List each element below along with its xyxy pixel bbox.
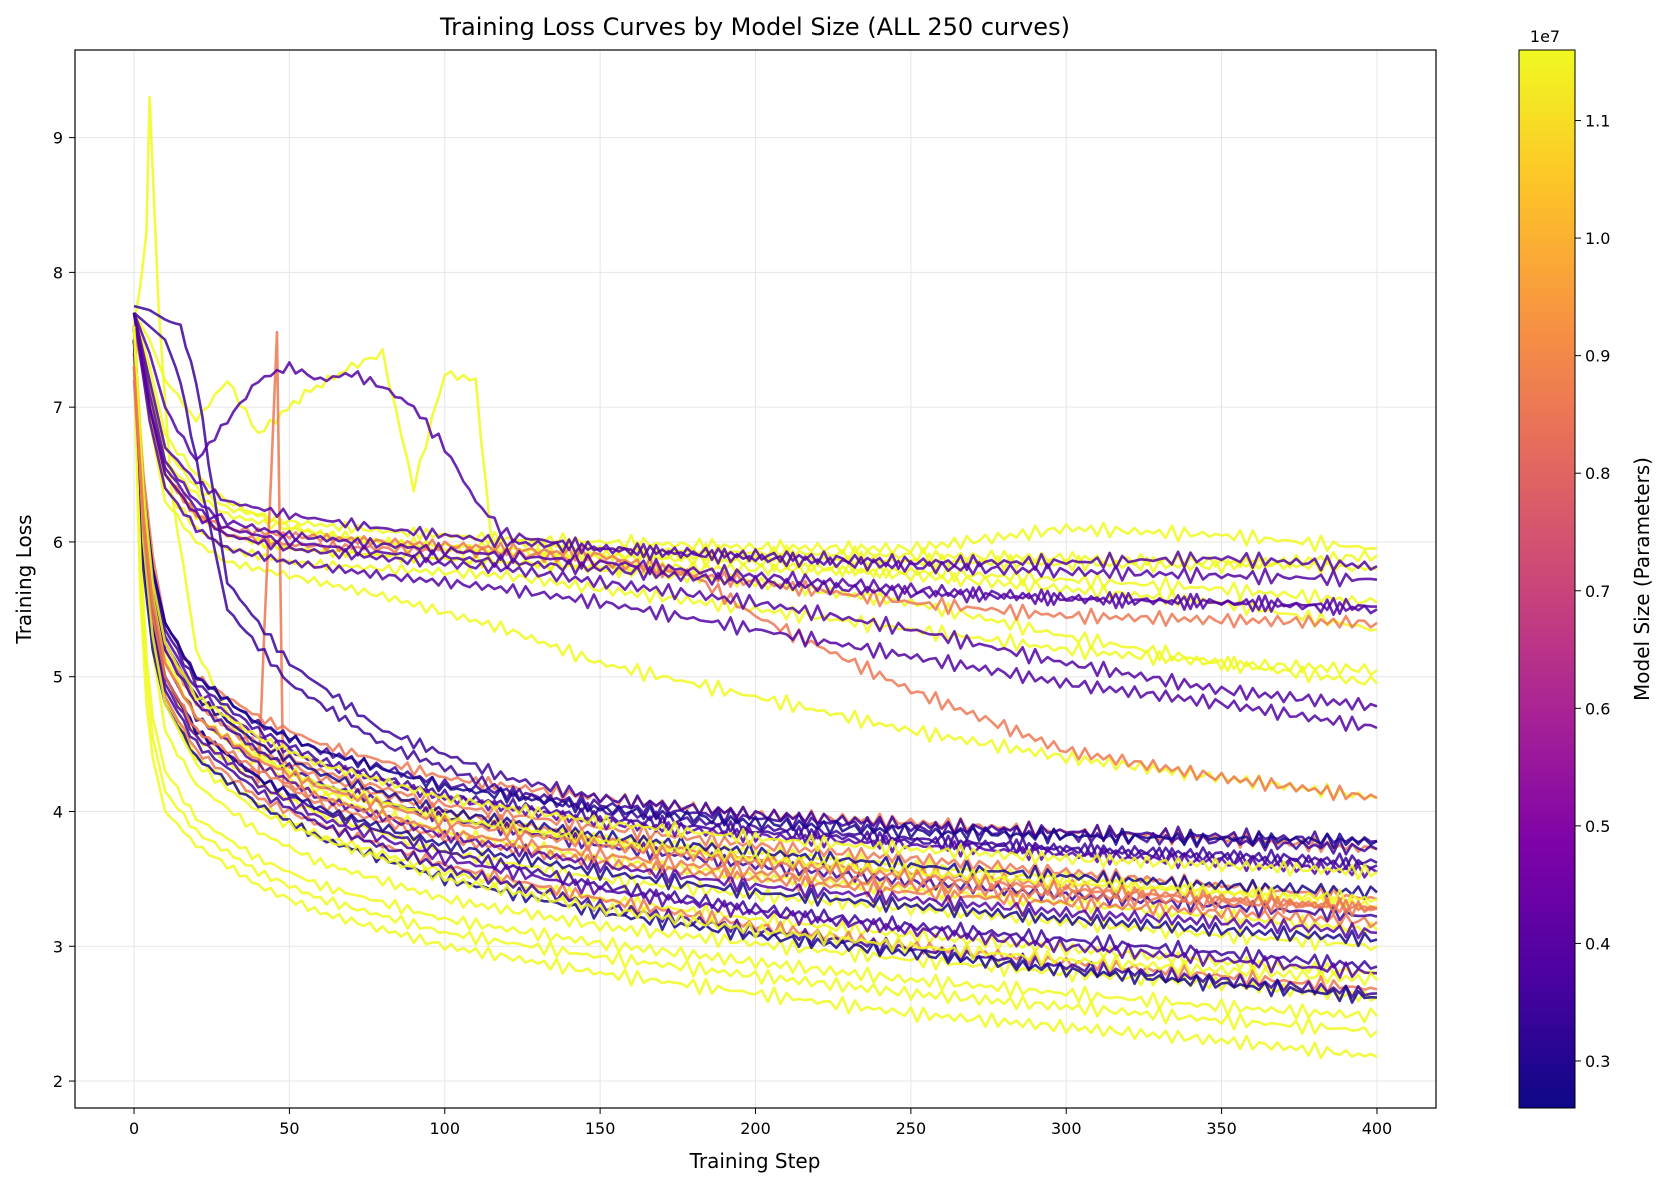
x-tick-label: 250 xyxy=(896,1119,927,1138)
x-axis-ticks: 0 50 100 150 200 250 300 350 400 xyxy=(129,1108,1392,1138)
colorbar-tick-label: 0.5 xyxy=(1585,817,1610,836)
loss-curve xyxy=(132,326,1378,948)
loss-curve xyxy=(132,326,1378,900)
loss-curve xyxy=(132,326,1378,881)
y-axis-ticks: 2 3 4 5 6 7 8 9 xyxy=(53,129,75,1091)
loss-curve xyxy=(132,312,1378,588)
loss-curve xyxy=(132,312,1378,632)
x-tick-label: 50 xyxy=(279,1119,299,1138)
loss-curve xyxy=(132,326,1378,979)
loss-curve xyxy=(132,312,1378,801)
loss-curve xyxy=(132,312,1378,616)
colorbar-tick-label: 0.4 xyxy=(1585,934,1610,953)
y-tick-label: 2 xyxy=(53,1072,63,1091)
x-tick-label: 200 xyxy=(740,1119,771,1138)
y-tick-label: 9 xyxy=(53,129,63,148)
colorbar-offset-text: 1e7 xyxy=(1530,27,1560,46)
loss-curve xyxy=(132,312,1378,677)
loss-curve xyxy=(132,312,1378,712)
loss-curve xyxy=(132,312,1378,732)
colorbar-tick-label: 1.0 xyxy=(1585,229,1610,248)
y-tick-label: 3 xyxy=(53,937,63,956)
y-tick-label: 5 xyxy=(53,668,63,687)
colorbar-tick-label: 0.9 xyxy=(1585,347,1610,366)
colorbar-tick-label: 0.7 xyxy=(1585,582,1610,601)
x-axis-label: Training Step xyxy=(689,1149,821,1173)
loss-curve xyxy=(132,312,1378,572)
loss-curve xyxy=(132,339,1378,971)
colorbar-tick-label: 0.3 xyxy=(1585,1052,1610,1071)
chart-title: Training Loss Curves by Model Size (ALL … xyxy=(439,13,1070,41)
loss-curve xyxy=(132,366,1378,918)
x-tick-label: 150 xyxy=(585,1119,616,1138)
loss-curve xyxy=(132,326,1378,906)
x-tick-label: 400 xyxy=(1362,1119,1393,1138)
loss-curve xyxy=(132,326,1378,879)
loss-curve xyxy=(132,312,1378,606)
loss-curve xyxy=(132,366,1378,915)
y-tick-label: 8 xyxy=(53,263,63,282)
loss-curve xyxy=(132,326,1378,850)
colorbar-tick-label: 0.6 xyxy=(1585,699,1610,718)
x-tick-label: 0 xyxy=(129,1119,139,1138)
x-tick-label: 100 xyxy=(429,1119,460,1138)
x-tick-label: 300 xyxy=(1051,1119,1082,1138)
loss-curve xyxy=(132,339,1379,1024)
colorbar-ticks: 0.3 0.4 0.5 0.6 0.7 0.8 0.9 1.0 1.1 xyxy=(1575,112,1610,1071)
x-tick-label: 350 xyxy=(1206,1119,1237,1138)
loss-curve xyxy=(132,330,1378,929)
y-tick-label: 6 xyxy=(53,533,63,552)
loss-curve xyxy=(132,326,1377,980)
y-axis-label: Training Loss xyxy=(12,514,36,644)
colorbar-label: Model Size (Parameters) xyxy=(1630,457,1654,701)
y-tick-label: 4 xyxy=(53,802,63,821)
y-tick-label: 7 xyxy=(53,398,63,417)
colorbar-tick-label: 1.1 xyxy=(1585,112,1610,131)
loss-curve xyxy=(132,312,1378,556)
loss-curve xyxy=(132,339,1378,1038)
loss-curve xyxy=(132,353,1378,1060)
loss-curve xyxy=(133,304,1378,848)
loss-curve xyxy=(132,326,1378,987)
colorbar xyxy=(1518,49,1576,1109)
loss-curves xyxy=(132,95,1379,1060)
colorbar-tick-label: 0.8 xyxy=(1585,464,1610,483)
